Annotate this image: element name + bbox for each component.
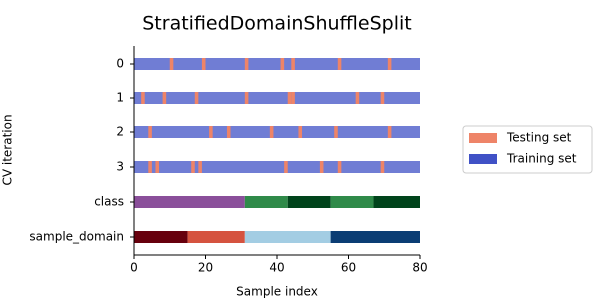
y-tick-label: class xyxy=(94,195,124,209)
test-sample xyxy=(387,126,392,138)
legend-swatch xyxy=(469,154,497,164)
test-sample xyxy=(198,161,202,173)
x-tick-label: 40 xyxy=(269,261,284,275)
group-segment xyxy=(134,231,188,243)
group-segment xyxy=(244,231,331,243)
test-sample xyxy=(380,161,385,173)
test-sample xyxy=(287,92,292,104)
legend-swatch xyxy=(469,133,497,143)
test-sample xyxy=(291,92,295,104)
group-segment xyxy=(134,196,245,208)
training-bar xyxy=(134,92,420,104)
test-sample xyxy=(194,92,199,104)
test-sample xyxy=(201,58,206,70)
group-segment xyxy=(373,196,420,208)
y-tick-label: 3 xyxy=(116,160,124,174)
test-sample xyxy=(387,58,392,70)
x-tick-label: 80 xyxy=(412,261,427,275)
group-segment xyxy=(244,196,288,208)
test-sample xyxy=(169,58,174,70)
group-segment xyxy=(187,231,245,243)
y-axis-label: CV iteration xyxy=(1,114,15,185)
x-tick-label: 20 xyxy=(198,261,213,275)
training-bar xyxy=(134,58,420,70)
test-sample xyxy=(355,92,360,104)
y-tick-label: 1 xyxy=(116,91,124,105)
test-sample xyxy=(337,58,342,70)
test-sample xyxy=(319,161,324,173)
test-sample xyxy=(155,161,160,173)
group-segment xyxy=(287,196,331,208)
test-sample xyxy=(162,92,167,104)
x-axis-label: Sample index xyxy=(236,285,318,299)
test-sample xyxy=(298,126,303,138)
test-sample xyxy=(337,161,342,173)
test-sample xyxy=(244,58,249,70)
test-sample xyxy=(280,58,285,70)
legend-label: Testing set xyxy=(506,131,572,145)
test-sample xyxy=(269,126,274,138)
training-bar xyxy=(134,126,420,138)
test-sample xyxy=(284,161,288,173)
x-tick-label: 60 xyxy=(341,261,356,275)
test-sample xyxy=(141,92,145,104)
test-sample xyxy=(209,126,213,138)
test-sample xyxy=(148,126,152,138)
test-sample xyxy=(291,58,295,70)
group-segment xyxy=(330,231,420,243)
test-sample xyxy=(380,92,385,104)
test-sample xyxy=(191,161,195,173)
test-sample xyxy=(244,92,249,104)
group-segment xyxy=(330,196,374,208)
y-tick-label: 0 xyxy=(116,57,124,71)
test-sample xyxy=(334,126,338,138)
chart-title: StratifiedDomainShuffleSplit xyxy=(142,13,411,35)
training-bar xyxy=(134,161,420,173)
y-tick-label: 2 xyxy=(116,125,124,139)
x-tick-label: 0 xyxy=(130,261,138,275)
test-sample xyxy=(226,126,231,138)
legend-label: Training set xyxy=(506,152,577,166)
y-tick-label: sample_domain xyxy=(29,230,124,244)
test-sample xyxy=(148,161,152,173)
